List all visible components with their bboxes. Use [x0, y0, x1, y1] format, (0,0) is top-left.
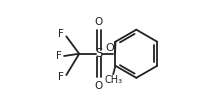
Text: S: S	[95, 47, 103, 60]
Text: F: F	[58, 72, 64, 82]
Text: O: O	[95, 81, 103, 91]
Text: O: O	[105, 43, 114, 53]
Text: CH₃: CH₃	[104, 75, 122, 85]
Text: O: O	[95, 17, 103, 27]
Text: F: F	[58, 29, 64, 39]
Text: F: F	[56, 51, 62, 61]
